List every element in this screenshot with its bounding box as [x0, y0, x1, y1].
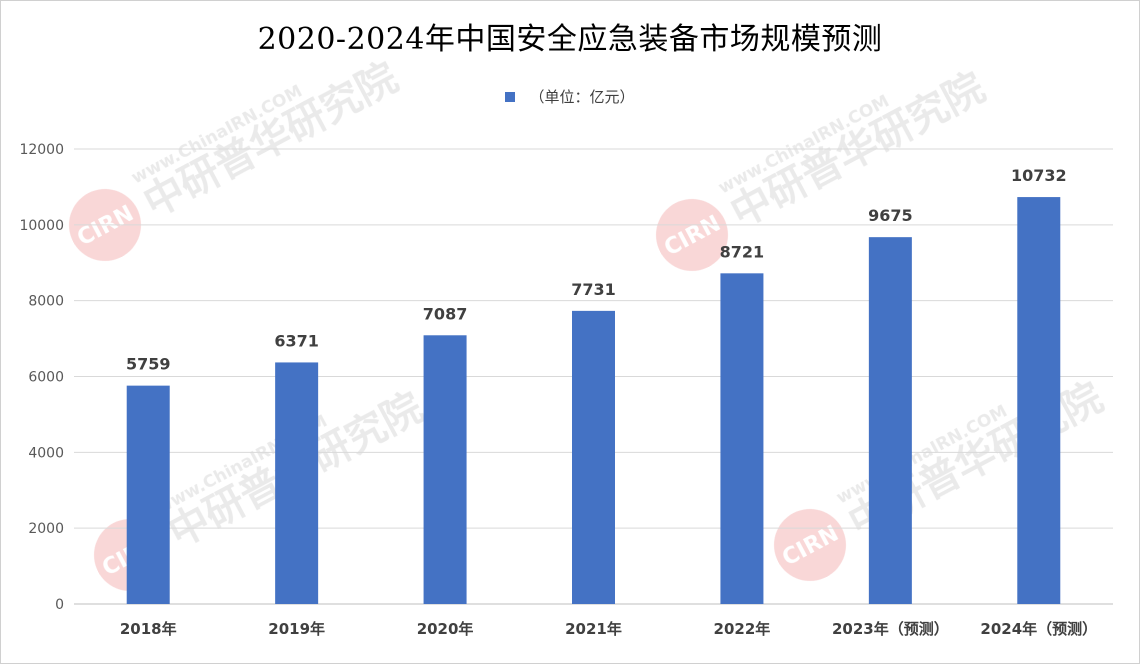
- y-tick-label: 4000: [28, 445, 64, 461]
- data-label: 6371: [274, 331, 319, 350]
- data-label: 7731: [571, 280, 616, 299]
- x-tick-label: 2019年: [268, 620, 325, 638]
- y-axis-ticks: 0 2000 4000 6000 8000 10000 12000: [19, 142, 64, 613]
- bar: [275, 362, 319, 604]
- data-labels: 5759 6371 7087 7731 8721 9675 10732: [126, 166, 1067, 374]
- y-tick-label: 6000: [28, 370, 64, 386]
- legend-label: （单位：亿元）: [529, 88, 635, 106]
- y-tick-label: 0: [55, 597, 64, 613]
- x-axis-ticks: 2018年 2019年 2020年 2021年 2022年 2023年（预测） 2024年（…: [120, 620, 1097, 638]
- watermark-brand: 中研普华研究院: [136, 54, 405, 226]
- legend: （单位：亿元）: [0, 86, 1140, 107]
- data-label: 10732: [1011, 166, 1067, 185]
- y-tick-label: 10000: [19, 218, 64, 234]
- bar: [572, 310, 615, 604]
- y-tick-label: 2000: [28, 521, 64, 537]
- bar: [868, 237, 912, 604]
- data-label: 5759: [126, 355, 171, 374]
- x-tick-label: 2024年（预测）: [980, 620, 1097, 638]
- bars: [126, 197, 1061, 604]
- data-label: 9675: [868, 206, 913, 225]
- y-tick-label: 8000: [28, 294, 64, 310]
- legend-swatch: [505, 91, 516, 102]
- data-label: 8721: [720, 242, 765, 261]
- y-tick-label: 12000: [19, 142, 64, 158]
- data-label: 7087: [423, 304, 468, 323]
- x-tick-label: 2018年: [120, 620, 177, 638]
- watermark-logo-icon: [656, 199, 728, 271]
- chart-title: 2020-2024年中国安全应急装备市场规模预测: [257, 22, 883, 57]
- x-tick-label: 2020年: [417, 620, 474, 638]
- watermark-logo-icon: [774, 509, 846, 581]
- bar: [1017, 197, 1061, 604]
- bar: [720, 273, 764, 604]
- x-tick-label: 2021年: [565, 620, 622, 638]
- x-tick-label: 2022年: [714, 620, 771, 638]
- x-tick-label: 2023年（预测）: [832, 620, 949, 638]
- bar: [423, 335, 467, 604]
- bar: [126, 385, 170, 604]
